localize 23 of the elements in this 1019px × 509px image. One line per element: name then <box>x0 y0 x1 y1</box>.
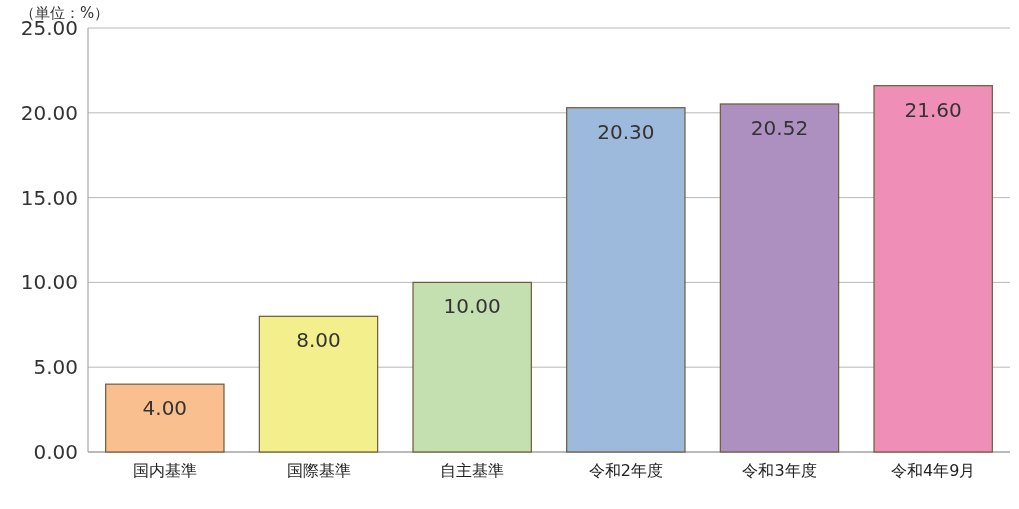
x-tick-label: 令和4年9月 <box>890 461 976 480</box>
y-tick-label: 20.00 <box>20 100 78 125</box>
y-tick-label: 0.00 <box>33 440 78 464</box>
data-label: 21.60 <box>904 97 962 122</box>
x-tick-label: 令和3年度 <box>742 461 817 480</box>
data-label: 4.00 <box>142 396 188 421</box>
x-tick-label: 国際基準 <box>286 461 351 480</box>
data-label: 20.30 <box>597 119 655 144</box>
data-label: 20.52 <box>750 115 809 140</box>
y-tick-label: 10.00 <box>20 270 78 295</box>
data-label: 10.00 <box>443 294 501 319</box>
y-tick-label: 5.00 <box>33 355 78 380</box>
bar <box>719 103 840 453</box>
bar <box>873 85 993 453</box>
bar <box>258 315 379 453</box>
x-tick-label: 令和2年度 <box>588 461 663 480</box>
data-label: 8.00 <box>296 328 341 353</box>
y-tick-label: 15.00 <box>20 185 78 210</box>
bar <box>412 281 532 453</box>
bar <box>105 383 225 453</box>
x-tick-label: 自主基準 <box>440 461 505 480</box>
x-tick-label: 国内基準 <box>132 461 197 480</box>
bar <box>566 107 686 453</box>
